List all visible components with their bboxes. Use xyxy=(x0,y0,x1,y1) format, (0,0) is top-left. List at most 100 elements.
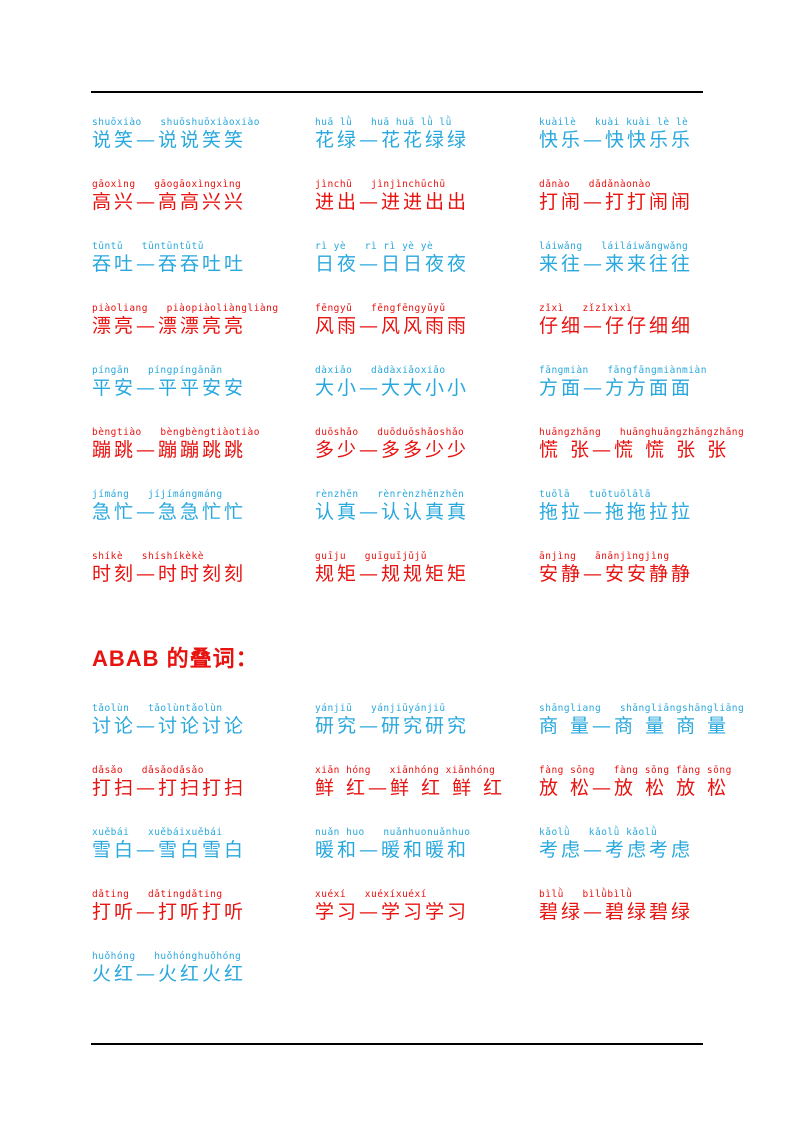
hanzi-word-pair: 慌 张—慌 慌 张 张 xyxy=(539,439,730,461)
hanzi-word-pair: 放 松—放 松 放 松 xyxy=(539,777,730,799)
pinyin-annotation: dàxiǎo dàdàxiǎoxiǎo xyxy=(315,365,446,376)
hanzi-word-pair: 规矩—规规矩矩 xyxy=(315,563,470,585)
hanzi-word-pair: 打闹—打打闹闹 xyxy=(539,191,694,213)
word-pair-entry: xiān hóng xiānhóng xiānhóng 鲜 红—鲜 红 鲜 红 xyxy=(315,764,539,800)
word-pair-entry: láiwǎng láiláiwǎngwǎng 来往—来来往往 xyxy=(539,240,732,276)
word-pair-entry: dǎsǎo dǎsǎodǎsǎo 打扫—打扫打扫 xyxy=(92,764,315,800)
word-pair-entry: jímáng jíjímángmáng 急忙—急急忙忙 xyxy=(92,488,315,524)
pinyin-annotation: zǐxì zǐzǐxìxì xyxy=(539,303,633,314)
hanzi-word-pair: 快乐—快快乐乐 xyxy=(539,129,694,151)
header-rule xyxy=(91,91,703,93)
hanzi-word-pair: 仔细—仔仔细细 xyxy=(539,315,694,337)
pinyin-annotation: shāngliang shāngliāngshāngliāng xyxy=(539,703,745,714)
pinyin-annotation: jìnchū jìnjìnchūchū xyxy=(315,179,446,190)
aabb-word-list: shuōxiào shuōshuōxiàoxiào 说笑—说说笑笑 huā lǜ h… xyxy=(92,116,744,612)
word-pair-entry: piàoliang piàopiàoliàngliàng 漂亮—漂漂亮亮 xyxy=(92,302,315,338)
pinyin-annotation: bèngtiào bèngbèngtiàotiào xyxy=(92,427,260,438)
word-pair-entry: tūntǔ tūntūntǔtǔ 吞吐—吞吞吐吐 xyxy=(92,240,315,276)
hanzi-word-pair: 火红—火红火红 xyxy=(92,963,247,985)
pinyin-annotation: fāngmiàn fāngfāngmiànmiàn xyxy=(539,365,707,376)
word-pair-entry: fàng sōng fàng sōng fàng sōng 放 松—放 松 放 松 xyxy=(539,764,732,800)
pinyin-annotation: rì yè rì rì yè yè xyxy=(315,241,434,252)
pinyin-annotation: yánjiū yánjiūyánjiū xyxy=(315,703,446,714)
word-row: gāoxìng gāogāoxìngxìng 高兴—高高兴兴 jìnchū jìnj… xyxy=(92,178,732,240)
word-pair-entry: rènzhēn rènrènzhēnzhēn 认真—认认真真 xyxy=(315,488,539,524)
word-pair-entry: xuěbái xuěbáixuěbái 雪白—雪白雪白 xyxy=(92,826,315,862)
word-pair-entry: duōshǎo duōduōshǎoshǎo 多少—多多少少 xyxy=(315,426,539,462)
word-pair-entry: dǎting dǎtingdǎting 打听—打听打听 xyxy=(92,888,315,924)
hanzi-word-pair: 方面—方方面面 xyxy=(539,377,694,399)
hanzi-word-pair: 安静—安安静静 xyxy=(539,563,694,585)
pinyin-annotation: xiān hóng xiānhóng xiānhóng xyxy=(315,765,496,776)
pinyin-annotation: fàng sōng fàng sōng fàng sōng xyxy=(539,765,732,776)
hanzi-word-pair: 考虑—考虑考虑 xyxy=(539,839,694,861)
pinyin-annotation: tuōlā tuōtuōlālā xyxy=(539,489,651,500)
hanzi-word-pair: 拖拉—拖拖拉拉 xyxy=(539,501,694,523)
word-pair-entry: xuéxí xuéxíxuéxí 学习—学习学习 xyxy=(315,888,539,924)
word-pair-entry: huǒhóng huǒhónghuǒhóng 火红—火红火红 xyxy=(92,950,315,986)
word-pair-entry: yánjiū yánjiūyánjiū 研究—研究研究 xyxy=(315,702,539,738)
hanzi-word-pair: 认真—认认真真 xyxy=(315,501,470,523)
hanzi-word-pair: 大小—大大小小 xyxy=(315,377,470,399)
abab-word-list: tǎolùn tǎolùntǎolùn 讨论—讨论讨论 yánjiū yánjiūy… xyxy=(92,702,744,1012)
footer-rule xyxy=(91,1043,703,1045)
word-pair-entry: bèngtiào bèngbèngtiàotiào 蹦跳—蹦蹦跳跳 xyxy=(92,426,315,462)
word-pair-entry: huā lǜ huā huā lǜ lǜ 花绿—花花绿绿 xyxy=(315,116,539,152)
hanzi-word-pair: 进出—进进出出 xyxy=(315,191,470,213)
word-pair-entry: dàxiǎo dàdàxiǎoxiǎo 大小—大大小小 xyxy=(315,364,539,400)
word-pair-entry: zǐxì zǐzǐxìxì 仔细—仔仔细细 xyxy=(539,302,732,338)
hanzi-word-pair: 日夜—日日夜夜 xyxy=(315,253,470,275)
pinyin-annotation: shuōxiào shuōshuōxiàoxiào xyxy=(92,117,260,128)
word-pair-entry: shíkè shíshíkèkè 时刻—时时刻刻 xyxy=(92,550,315,586)
hanzi-word-pair: 来往—来来往往 xyxy=(539,253,694,275)
hanzi-word-pair: 蹦跳—蹦蹦跳跳 xyxy=(92,439,247,461)
word-row: dǎsǎo dǎsǎodǎsǎo 打扫—打扫打扫 xiān hóng xiānhón… xyxy=(92,764,732,826)
hanzi-word-pair: 打听—打听打听 xyxy=(92,901,247,923)
hanzi-word-pair: 时刻—时时刻刻 xyxy=(92,563,247,585)
hanzi-word-pair: 鲜 红—鲜 红 鲜 红 xyxy=(315,777,506,799)
pinyin-annotation: duōshǎo duōduōshǎoshǎo xyxy=(315,427,465,438)
word-row: bèngtiào bèngbèngtiàotiào 蹦跳—蹦蹦跳跳 duōshǎo … xyxy=(92,426,744,488)
word-row: tǎolùn tǎolùntǎolùn 讨论—讨论讨论 yánjiū yánjiūy… xyxy=(92,702,744,764)
word-row: dǎting dǎtingdǎting 打听—打听打听 xuéxí xuéxíxué… xyxy=(92,888,732,950)
word-pair-entry: kǎolǜ kǎolǜ kǎolǜ 考虑—考虑考虑 xyxy=(539,826,732,862)
pinyin-annotation: tūntǔ tūntūntǔtǔ xyxy=(92,241,204,252)
pinyin-annotation: fēngyǔ fēngfēngyǔyǔ xyxy=(315,303,446,314)
word-pair-entry: píngān píngpíngānān 平安—平平安安 xyxy=(92,364,315,400)
word-pair-entry: huāngzhāng huānghuāngzhāngzhāng 慌 张—慌 慌 张… xyxy=(539,426,744,462)
word-pair-entry: nuǎn huo nuǎnhuonuǎnhuo 暖和—暖和暖和 xyxy=(315,826,539,862)
hanzi-word-pair: 暖和—暖和暖和 xyxy=(315,839,470,861)
pinyin-annotation: tǎolùn tǎolùntǎolùn xyxy=(92,703,223,714)
pinyin-annotation: rènzhēn rènrènzhēnzhēn xyxy=(315,489,465,500)
word-pair-entry: rì yè rì rì yè yè 日夜—日日夜夜 xyxy=(315,240,539,276)
word-pair-entry: fāngmiàn fāngfāngmiànmiàn 方面—方方面面 xyxy=(539,364,732,400)
word-pair-entry: jìnchū jìnjìnchūchū 进出—进进出出 xyxy=(315,178,539,214)
hanzi-word-pair: 学习—学习学习 xyxy=(315,901,470,923)
word-row: píngān píngpíngānān 平安—平平安安 dàxiǎo dàdàxiǎ… xyxy=(92,364,732,426)
pinyin-annotation: kǎolǜ kǎolǜ kǎolǜ xyxy=(539,827,658,838)
hanzi-word-pair: 风雨—风风雨雨 xyxy=(315,315,470,337)
pinyin-annotation: láiwǎng láiláiwǎngwǎng xyxy=(539,241,689,252)
pinyin-annotation: xuěbái xuěbáixuěbái xyxy=(92,827,223,838)
hanzi-word-pair: 讨论—讨论讨论 xyxy=(92,715,247,737)
pinyin-annotation: bìlǜ bìlǜbìlǜ xyxy=(539,889,633,900)
hanzi-word-pair: 漂亮—漂漂亮亮 xyxy=(92,315,247,337)
pinyin-annotation: xuéxí xuéxíxuéxí xyxy=(315,889,427,900)
word-pair-entry: bìlǜ bìlǜbìlǜ 碧绿—碧绿碧绿 xyxy=(539,888,732,924)
hanzi-word-pair: 雪白—雪白雪白 xyxy=(92,839,247,861)
pinyin-annotation: huāngzhāng huānghuāngzhāngzhāng xyxy=(539,427,745,438)
hanzi-word-pair: 平安—平平安安 xyxy=(92,377,247,399)
word-pair-entry: gāoxìng gāogāoxìngxìng 高兴—高高兴兴 xyxy=(92,178,315,214)
word-row: tūntǔ tūntūntǔtǔ 吞吐—吞吞吐吐 rì yè rì rì yè yè… xyxy=(92,240,732,302)
pinyin-annotation: kuàilè kuài kuài lè lè xyxy=(539,117,689,128)
pinyin-annotation: jímáng jíjímángmáng xyxy=(92,489,223,500)
hanzi-word-pair: 研究—研究研究 xyxy=(315,715,470,737)
hanzi-word-pair: 多少—多多少少 xyxy=(315,439,470,461)
hanzi-word-pair: 碧绿—碧绿碧绿 xyxy=(539,901,694,923)
word-row: huǒhóng huǒhónghuǒhóng 火红—火红火红 xyxy=(92,950,732,1012)
word-pair-entry: dǎnào dǎdǎnàonào 打闹—打打闹闹 xyxy=(539,178,732,214)
hanzi-word-pair: 打扫—打扫打扫 xyxy=(92,777,247,799)
pinyin-annotation: huǒhóng huǒhónghuǒhóng xyxy=(92,951,242,962)
hanzi-word-pair: 吞吐—吞吞吐吐 xyxy=(92,253,247,275)
